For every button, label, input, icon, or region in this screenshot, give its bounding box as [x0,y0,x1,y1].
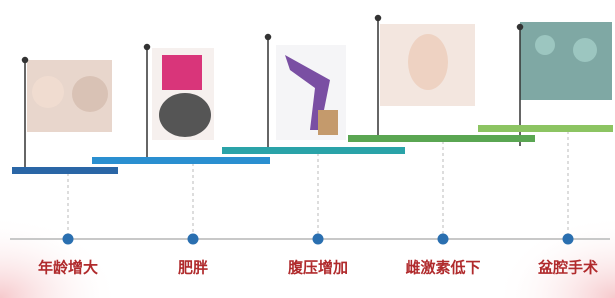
background-tint [0,160,200,298]
diagram: 年龄增大 肥胖 腹压增加 雌激素低下 盆腔手术 [0,0,615,298]
stage-label: 雌激素低下 [405,259,480,277]
stage-label: 腹压增加 [288,259,348,277]
stage-label: 盆腔手术 [537,259,598,277]
stage-label: 肥胖 [178,259,208,277]
background-tint [415,160,615,298]
stage-label: 年龄增大 [38,259,98,277]
